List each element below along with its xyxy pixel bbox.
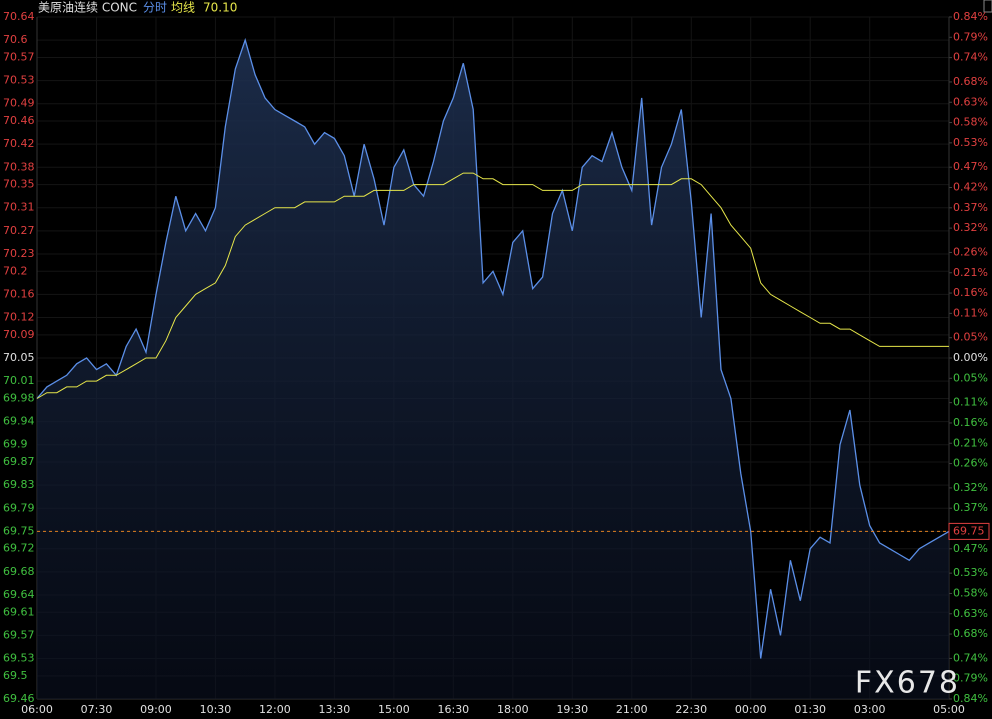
y2-tick-label: 0.32% [953,221,988,234]
y2-tick-label: 0.68% [953,627,988,640]
x-tick-label: 15:00 [378,703,410,716]
y2-tick-label: 0.00% [953,351,988,364]
y-tick-label: 69.64 [3,588,35,601]
y-tick-label: 70.42 [3,137,35,150]
last-price-box [948,522,990,540]
y2-tick-label: 0.63% [953,95,988,108]
y-tick-label: 69.57 [3,628,35,641]
y-tick-label: 69.72 [3,542,35,555]
y-tick-label: 69.9 [3,438,28,451]
y2-tick-label: 0.84% [953,692,988,705]
x-tick-label: 18:00 [497,703,529,716]
y-tick-label: 70.35 [3,178,35,191]
y2-tick-label: 0.47% [953,160,988,173]
y2-tick-label: 0.05% [953,331,988,344]
y2-tick-label: 0.47% [953,542,988,555]
y-tick-label: 70.46 [3,114,35,127]
series-line [36,37,950,659]
y2-tick-label: 0.26% [953,457,988,470]
y-tick-label: 69.98 [3,391,35,404]
y-tick-label: 70.2 [3,264,28,277]
y-tick-label: 70.53 [3,74,35,87]
area [37,40,949,700]
y2-tick-label: 0.16% [953,416,988,429]
plot: 70.64 70.6 70.57 70.53 70.49 70.46 70.42 70.38 7… [3,10,990,716]
x-tick-label: 16:30 [437,703,469,716]
y2-tick-label: 0.74% [953,651,988,664]
y2-tick-label: 0.21% [953,266,988,279]
last-price-label: 69.75 [953,524,985,537]
y2-tick-label: 0.16% [953,286,988,299]
y2-tick-label: 0.84% [953,10,988,23]
x-tick-label: 12:00 [259,703,291,716]
y2-tick-label: 0.53% [953,566,988,579]
y-tick-label: 69.46 [3,692,35,705]
x-tick-label: 03:00 [854,703,886,716]
y-tick-label: 69.87 [3,455,35,468]
y2-tick-label: 0.32% [953,481,988,494]
x-tick-label: 01:30 [794,703,826,716]
y-tick-label: 70.09 [3,328,35,341]
y-tick-label: 70.64 [3,10,35,23]
x-tick-label: 10:30 [200,703,232,716]
y2-tick-label: 0.68% [953,75,988,88]
x-tick-label: 06:00 [21,703,53,716]
y-tick-label: 70.16 [3,287,35,300]
y-tick-label: 69.83 [3,478,35,491]
y-tick-label: 70.01 [3,374,35,387]
y-tick-label: 69.79 [3,501,35,514]
x-tick-label: 00:00 [735,703,767,716]
y2-tick-label: 0.79% [953,672,988,685]
title: 美原油连续 CONC [38,0,137,15]
y-tick-label: 69.68 [3,565,35,578]
y-tick-label: 69.53 [3,652,35,665]
y2-tick-label: 0.58% [953,586,988,599]
y2-tick-label: 0.42% [953,181,988,194]
x-tick-label: 22:30 [675,703,707,716]
x-tick-label: 21:00 [616,703,648,716]
y-tick-label: 70.38 [3,160,35,173]
y2-tick-label: 0.63% [953,607,988,620]
y-tick-label: 69.5 [3,669,28,682]
y-tick-label: 70.57 [3,50,35,63]
tab[interactable]: 分时 [143,1,167,15]
x-tick-label: 13:30 [319,703,351,716]
y2-tick-label: 0.05% [953,371,988,384]
y-tick-label: 69.61 [3,605,35,618]
y2-tick-label: 0.74% [953,51,988,64]
y-tick-label: 70.12 [3,311,35,324]
y-tick-label: 70.05 [3,351,35,364]
watermark: FX678 [855,666,960,701]
y-tick-label: 70.31 [3,201,35,214]
y-tick-label: 70.49 [3,97,35,110]
series-line [36,172,949,399]
y-tick-label: 70.6 [3,33,28,46]
y-tick-label: 70.27 [3,224,35,237]
y2-tick-label: 0.11% [953,396,988,409]
y2-tick-label: 0.26% [953,245,988,258]
x-tick-label: 05:00 [933,703,965,716]
y2-tick-label: 0.21% [953,436,988,449]
avg-value: 70.10 [203,1,237,15]
y2-tick-label: 0.37% [953,201,988,214]
y2-tick-label: 0.11% [953,306,988,319]
x-tick-label: 07:30 [81,703,113,716]
y2-tick-label: 0.58% [953,116,988,129]
y-tick-label: 70.23 [3,247,35,260]
icon[interactable] [983,0,992,13]
y2-tick-label: 0.53% [953,136,988,149]
y-tick-label: 69.94 [3,415,35,428]
x-tick-label: 09:00 [140,703,172,716]
avg-label: 均线 [171,1,195,15]
x-tick-label: 19:30 [556,703,588,716]
y2-tick-label: 0.37% [953,501,988,514]
y2-tick-label: 0.79% [953,30,988,43]
y-tick-label: 69.75 [3,524,35,537]
